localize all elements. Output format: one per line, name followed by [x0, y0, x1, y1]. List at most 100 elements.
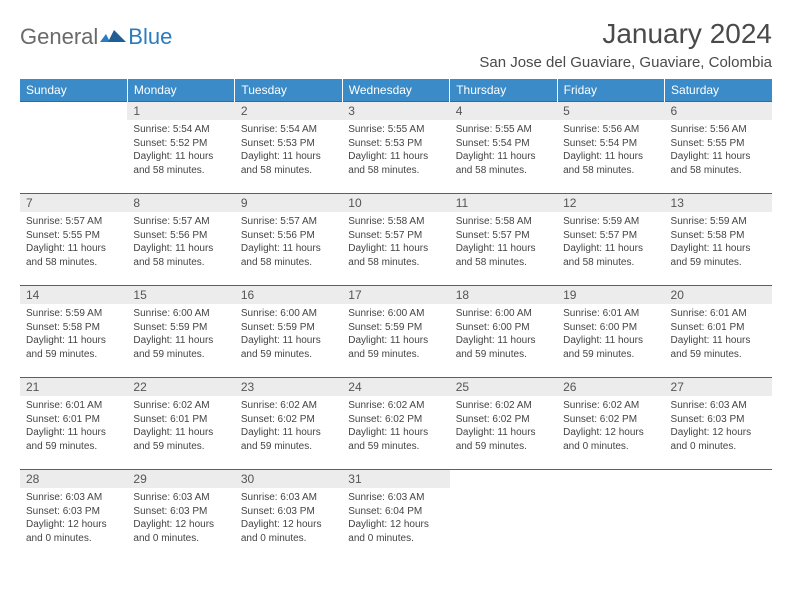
sunset-text: Sunset: 5:56 PM [241, 229, 336, 243]
sunset-text: Sunset: 5:59 PM [133, 321, 228, 335]
day-number: 31 [342, 470, 449, 488]
day-details: Sunrise: 5:54 AMSunset: 5:53 PMDaylight:… [235, 120, 342, 181]
calendar-week-row: 21Sunrise: 6:01 AMSunset: 6:01 PMDayligh… [20, 378, 772, 470]
sunrise-text: Sunrise: 5:57 AM [241, 215, 336, 229]
sunrise-text: Sunrise: 5:58 AM [456, 215, 551, 229]
calendar-day-cell: 1Sunrise: 5:54 AMSunset: 5:52 PMDaylight… [127, 102, 234, 194]
title-block: January 2024 San Jose del Guaviare, Guav… [479, 18, 772, 71]
calendar-day-cell [665, 470, 772, 562]
calendar-day-cell: 28Sunrise: 6:03 AMSunset: 6:03 PMDayligh… [20, 470, 127, 562]
daylight-text: Daylight: 11 hours and 58 minutes. [563, 150, 658, 177]
calendar-day-cell: 12Sunrise: 5:59 AMSunset: 5:57 PMDayligh… [557, 194, 664, 286]
sunrise-text: Sunrise: 5:59 AM [26, 307, 121, 321]
sunrise-text: Sunrise: 5:59 AM [671, 215, 766, 229]
sunset-text: Sunset: 6:02 PM [456, 413, 551, 427]
calendar-day-cell: 18Sunrise: 6:00 AMSunset: 6:00 PMDayligh… [450, 286, 557, 378]
daylight-text: Daylight: 11 hours and 58 minutes. [671, 150, 766, 177]
sunrise-text: Sunrise: 5:58 AM [348, 215, 443, 229]
daylight-text: Daylight: 12 hours and 0 minutes. [241, 518, 336, 545]
sunrise-text: Sunrise: 6:00 AM [348, 307, 443, 321]
daylight-text: Daylight: 11 hours and 59 minutes. [241, 334, 336, 361]
sunrise-text: Sunrise: 6:01 AM [563, 307, 658, 321]
day-details: Sunrise: 6:02 AMSunset: 6:01 PMDaylight:… [127, 396, 234, 457]
calendar-day-cell: 19Sunrise: 6:01 AMSunset: 6:00 PMDayligh… [557, 286, 664, 378]
daylight-text: Daylight: 11 hours and 59 minutes. [241, 426, 336, 453]
sunset-text: Sunset: 5:55 PM [671, 137, 766, 151]
daylight-text: Daylight: 11 hours and 59 minutes. [456, 334, 551, 361]
sunrise-text: Sunrise: 5:54 AM [241, 123, 336, 137]
sunset-text: Sunset: 5:57 PM [348, 229, 443, 243]
sunrise-text: Sunrise: 6:03 AM [671, 399, 766, 413]
weekday-header: Friday [557, 79, 664, 102]
calendar-day-cell: 8Sunrise: 5:57 AMSunset: 5:56 PMDaylight… [127, 194, 234, 286]
day-number: 4 [450, 102, 557, 120]
daylight-text: Daylight: 12 hours and 0 minutes. [133, 518, 228, 545]
daylight-text: Daylight: 11 hours and 58 minutes. [563, 242, 658, 269]
calendar-day-cell: 14Sunrise: 5:59 AMSunset: 5:58 PMDayligh… [20, 286, 127, 378]
day-details: Sunrise: 6:01 AMSunset: 6:01 PMDaylight:… [20, 396, 127, 457]
calendar-week-row: 28Sunrise: 6:03 AMSunset: 6:03 PMDayligh… [20, 470, 772, 562]
day-number: 16 [235, 286, 342, 304]
calendar-day-cell: 27Sunrise: 6:03 AMSunset: 6:03 PMDayligh… [665, 378, 772, 470]
daylight-text: Daylight: 11 hours and 59 minutes. [671, 334, 766, 361]
calendar-day-cell [20, 102, 127, 194]
day-details: Sunrise: 6:02 AMSunset: 6:02 PMDaylight:… [450, 396, 557, 457]
weekday-header: Sunday [20, 79, 127, 102]
daylight-text: Daylight: 11 hours and 58 minutes. [133, 242, 228, 269]
sunrise-text: Sunrise: 5:57 AM [133, 215, 228, 229]
calendar-day-cell: 5Sunrise: 5:56 AMSunset: 5:54 PMDaylight… [557, 102, 664, 194]
day-number: 3 [342, 102, 449, 120]
calendar-day-cell: 24Sunrise: 6:02 AMSunset: 6:02 PMDayligh… [342, 378, 449, 470]
day-details: Sunrise: 6:00 AMSunset: 6:00 PMDaylight:… [450, 304, 557, 365]
sunset-text: Sunset: 6:00 PM [456, 321, 551, 335]
day-details: Sunrise: 6:00 AMSunset: 5:59 PMDaylight:… [235, 304, 342, 365]
daylight-text: Daylight: 11 hours and 58 minutes. [241, 150, 336, 177]
month-title: January 2024 [479, 18, 772, 50]
sunrise-text: Sunrise: 6:00 AM [133, 307, 228, 321]
day-details: Sunrise: 6:01 AMSunset: 6:00 PMDaylight:… [557, 304, 664, 365]
day-number: 17 [342, 286, 449, 304]
day-number: 11 [450, 194, 557, 212]
day-number: 7 [20, 194, 127, 212]
calendar-day-cell: 10Sunrise: 5:58 AMSunset: 5:57 PMDayligh… [342, 194, 449, 286]
calendar-day-cell: 9Sunrise: 5:57 AMSunset: 5:56 PMDaylight… [235, 194, 342, 286]
sunset-text: Sunset: 6:03 PM [241, 505, 336, 519]
daylight-text: Daylight: 12 hours and 0 minutes. [348, 518, 443, 545]
calendar-day-cell: 22Sunrise: 6:02 AMSunset: 6:01 PMDayligh… [127, 378, 234, 470]
weekday-header: Tuesday [235, 79, 342, 102]
calendar-day-cell: 6Sunrise: 5:56 AMSunset: 5:55 PMDaylight… [665, 102, 772, 194]
daylight-text: Daylight: 11 hours and 59 minutes. [563, 334, 658, 361]
day-details: Sunrise: 6:03 AMSunset: 6:03 PMDaylight:… [665, 396, 772, 457]
sunrise-text: Sunrise: 6:02 AM [241, 399, 336, 413]
sunrise-text: Sunrise: 6:01 AM [26, 399, 121, 413]
calendar-day-cell: 11Sunrise: 5:58 AMSunset: 5:57 PMDayligh… [450, 194, 557, 286]
daylight-text: Daylight: 12 hours and 0 minutes. [563, 426, 658, 453]
sunset-text: Sunset: 5:54 PM [456, 137, 551, 151]
day-details: Sunrise: 6:01 AMSunset: 6:01 PMDaylight:… [665, 304, 772, 365]
sunset-text: Sunset: 6:03 PM [133, 505, 228, 519]
sunrise-text: Sunrise: 6:02 AM [348, 399, 443, 413]
sunset-text: Sunset: 5:53 PM [348, 137, 443, 151]
logo-text-2: Blue [128, 24, 172, 50]
sunrise-text: Sunrise: 6:03 AM [241, 491, 336, 505]
day-number: 29 [127, 470, 234, 488]
calendar-day-cell [557, 470, 664, 562]
day-details: Sunrise: 5:56 AMSunset: 5:54 PMDaylight:… [557, 120, 664, 181]
day-details: Sunrise: 5:57 AMSunset: 5:55 PMDaylight:… [20, 212, 127, 273]
daylight-text: Daylight: 11 hours and 59 minutes. [671, 242, 766, 269]
calendar-day-cell: 2Sunrise: 5:54 AMSunset: 5:53 PMDaylight… [235, 102, 342, 194]
calendar-day-cell: 20Sunrise: 6:01 AMSunset: 6:01 PMDayligh… [665, 286, 772, 378]
weekday-header: Wednesday [342, 79, 449, 102]
daylight-text: Daylight: 11 hours and 59 minutes. [348, 426, 443, 453]
calendar-day-cell: 4Sunrise: 5:55 AMSunset: 5:54 PMDaylight… [450, 102, 557, 194]
logo-flag-icon [100, 28, 126, 46]
day-number: 27 [665, 378, 772, 396]
calendar-day-cell: 15Sunrise: 6:00 AMSunset: 5:59 PMDayligh… [127, 286, 234, 378]
sunrise-text: Sunrise: 6:02 AM [456, 399, 551, 413]
header: General Blue January 2024 San Jose del G… [20, 18, 772, 71]
day-details: Sunrise: 5:57 AMSunset: 5:56 PMDaylight:… [127, 212, 234, 273]
calendar-week-row: 14Sunrise: 5:59 AMSunset: 5:58 PMDayligh… [20, 286, 772, 378]
sunset-text: Sunset: 5:55 PM [26, 229, 121, 243]
sunrise-text: Sunrise: 6:01 AM [671, 307, 766, 321]
day-details: Sunrise: 5:56 AMSunset: 5:55 PMDaylight:… [665, 120, 772, 181]
